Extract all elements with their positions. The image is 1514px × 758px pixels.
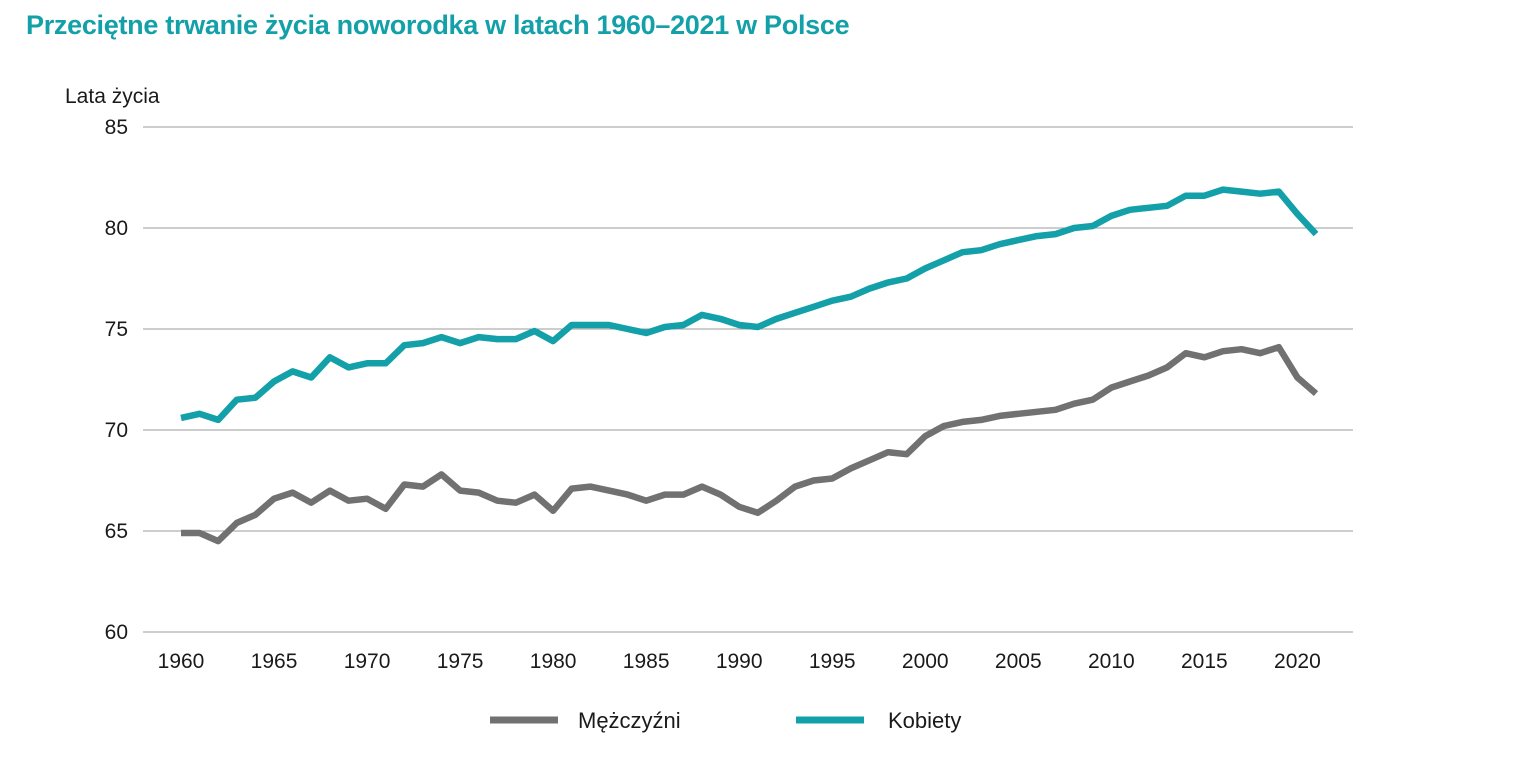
x-tick-label: 1975 (437, 650, 484, 673)
x-tick-label: 1990 (716, 650, 763, 673)
x-tick-label: 1985 (623, 650, 670, 673)
x-tick-label: 2020 (1274, 650, 1321, 673)
y-tick-label: 80 (105, 217, 128, 240)
x-tick-label: 2015 (1181, 650, 1228, 673)
x-tick-label: 1965 (251, 650, 298, 673)
legend-label: Kobiety (888, 708, 961, 733)
x-tick-label: 2000 (902, 650, 949, 673)
y-tick-label: 70 (105, 419, 128, 442)
y-tick-label: 65 (105, 520, 128, 543)
x-axis-ticks: 1960 1965 1970 1975 1980 1985 1990 1995 2000 2005… (158, 650, 1321, 673)
x-tick-label: 1980 (530, 650, 577, 673)
y-tick-label: 85 (105, 116, 128, 139)
legend: Mężczyźni Kobiety (490, 708, 961, 733)
x-tick-label: 1970 (344, 650, 391, 673)
y-tick-label: 60 (105, 621, 128, 644)
chart-title: Przeciętne trwanie życia noworodka w lat… (26, 10, 850, 40)
x-tick-label: 1960 (158, 650, 205, 673)
x-tick-label: 2005 (995, 650, 1042, 673)
series-line-men (181, 343, 1319, 545)
y-tick-label: 75 (105, 318, 128, 341)
series-lines (180, 186, 1319, 545)
y-axis-ticks: 60 65 70 75 80 85 (105, 116, 128, 644)
series-line-women (180, 186, 1319, 424)
y-axis-label: Lata życia (65, 85, 160, 108)
legend-label: Mężczyźni (578, 708, 681, 733)
x-tick-label: 1995 (809, 650, 856, 673)
x-tick-label: 2010 (1088, 650, 1135, 673)
